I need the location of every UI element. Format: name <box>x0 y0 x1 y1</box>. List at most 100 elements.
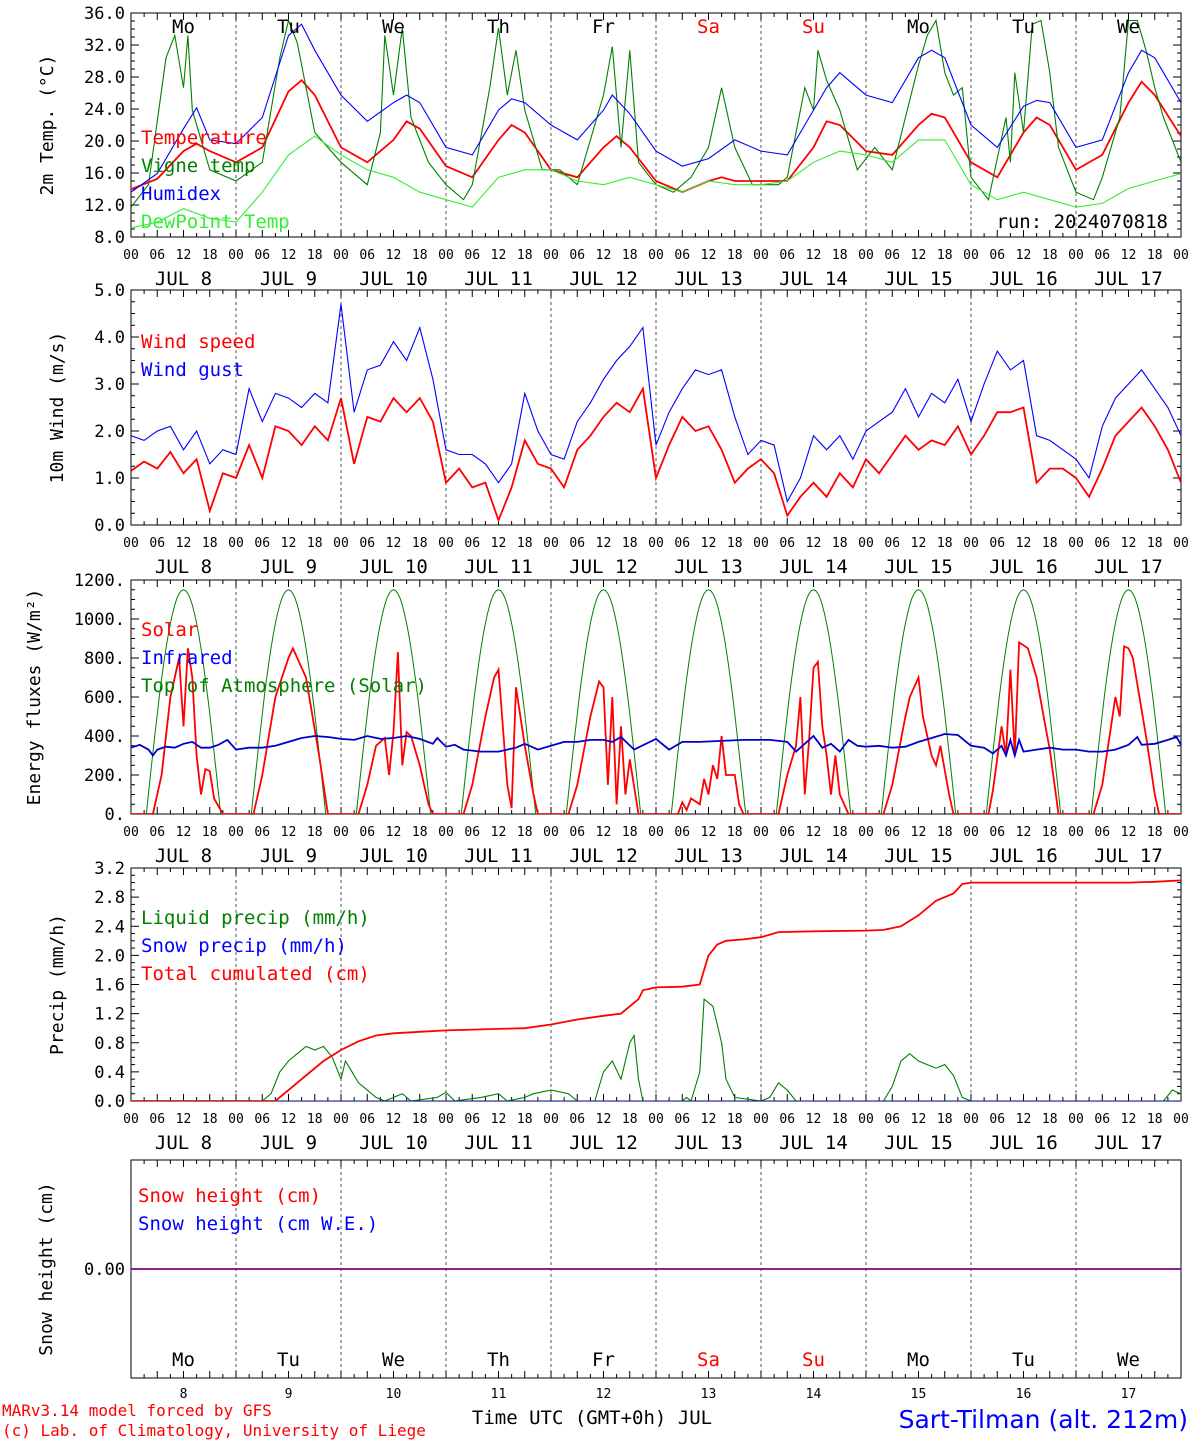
x-hour-label: 12 <box>386 825 402 840</box>
series-line-total-cumulated-cm <box>131 879 1181 1101</box>
y-tick-label: 1000. <box>74 610 125 630</box>
footer-day-number: 12 <box>596 1387 612 1402</box>
x-hour-label: 00 <box>1173 825 1189 840</box>
x-hour-label: 12 <box>1121 536 1137 551</box>
x-hour-label: 06 <box>569 825 585 840</box>
x-date-label: JUL 17 <box>1094 268 1163 290</box>
x-hour-label: 06 <box>359 825 375 840</box>
y-axis-label: 2m Temp. (°C) <box>37 55 58 196</box>
y-tick-label: 0.8 <box>94 1034 125 1054</box>
x-hour-label: 18 <box>202 825 218 840</box>
x-date-label: JUL 17 <box>1094 845 1163 867</box>
x-hour-label: 12 <box>596 248 612 263</box>
x-hour-label: 18 <box>412 248 428 263</box>
x-hour-label: 00 <box>438 536 454 551</box>
x-hour-label: 18 <box>1147 536 1163 551</box>
day-name-label: Mo <box>907 16 930 38</box>
x-hour-label: 00 <box>543 825 559 840</box>
x-hour-label: 00 <box>543 1112 559 1127</box>
x-hour-label: 06 <box>674 248 690 263</box>
x-hour-label: 06 <box>779 1112 795 1127</box>
y-tick-label: 1200. <box>74 571 125 591</box>
x-hour-label: 00 <box>858 1112 874 1127</box>
footer-day-number: 10 <box>386 1387 402 1402</box>
legend-entry: Temperature <box>141 127 267 149</box>
series-line-vigne-temp <box>131 18 1181 208</box>
footer-day-number: 9 <box>285 1387 293 1402</box>
x-hour-label: 06 <box>1094 825 1110 840</box>
x-hour-label: 00 <box>648 1112 664 1127</box>
day-name-label: We <box>1117 16 1140 38</box>
x-hour-label: 12 <box>1016 536 1032 551</box>
x-hour-label: 12 <box>491 248 507 263</box>
y-tick-label: 1.0 <box>94 469 125 489</box>
y-tick-label: 200. <box>84 766 125 786</box>
x-hour-label: 00 <box>123 1112 139 1127</box>
x-hour-label: 12 <box>596 536 612 551</box>
x-hour-label: 06 <box>779 825 795 840</box>
y-tick-label: 600. <box>84 688 125 708</box>
run-label: run: 2024070818 <box>996 211 1168 233</box>
day-name-label: Tu <box>1012 1349 1035 1371</box>
day-name-label: Tu <box>277 16 300 38</box>
x-hour-label: 18 <box>937 825 953 840</box>
x-date-label: JUL 10 <box>359 556 428 578</box>
station-label: Sart-Tilman (alt. 212m) <box>899 1405 1188 1434</box>
x-hour-label: 00 <box>753 1112 769 1127</box>
x-hour-label: 00 <box>438 1112 454 1127</box>
x-date-label: JUL 14 <box>779 1132 848 1154</box>
x-hour-label: 06 <box>569 1112 585 1127</box>
y-tick-label: 32.0 <box>84 36 125 56</box>
x-hour-label: 06 <box>464 825 480 840</box>
x-date-label: JUL 8 <box>155 556 212 578</box>
y-tick-label: 1.6 <box>94 976 125 996</box>
x-hour-label: 06 <box>149 825 165 840</box>
day-name-label: We <box>1117 1349 1140 1371</box>
footer-day-number: 13 <box>701 1387 717 1402</box>
x-date-label: JUL 8 <box>155 268 212 290</box>
x-date-label: JUL 9 <box>260 1132 317 1154</box>
x-hour-label: 12 <box>491 825 507 840</box>
y-tick-label: 24.0 <box>84 100 125 120</box>
x-hour-label: 00 <box>648 536 664 551</box>
x-hour-label: 00 <box>123 248 139 263</box>
x-date-label: JUL 12 <box>569 845 638 867</box>
model-credit: MARv3.14 model forced by GFS <box>2 1401 272 1420</box>
legend-entry: Top of Atmosphere (Solar) <box>141 675 427 697</box>
x-hour-label: 06 <box>359 248 375 263</box>
y-tick-label: 0. <box>105 805 125 825</box>
x-date-label: JUL 11 <box>464 268 533 290</box>
y-tick-label: 2.4 <box>94 917 125 937</box>
x-hour-label: 12 <box>806 536 822 551</box>
x-hour-label: 18 <box>832 825 848 840</box>
x-hour-label: 00 <box>1068 825 1084 840</box>
legend-entry: Snow precip (mm/h) <box>141 935 347 957</box>
x-hour-label: 06 <box>884 825 900 840</box>
x-date-label: JUL 8 <box>155 845 212 867</box>
x-hour-label: 00 <box>123 536 139 551</box>
x-hour-label: 18 <box>832 536 848 551</box>
x-hour-label: 12 <box>386 1112 402 1127</box>
y-tick-label: 16.0 <box>84 164 125 184</box>
day-name-label: Th <box>487 16 510 38</box>
x-hour-label: 12 <box>281 248 297 263</box>
x-date-label: JUL 13 <box>674 556 743 578</box>
x-hour-label: 18 <box>622 536 638 551</box>
x-date-label: JUL 15 <box>884 845 953 867</box>
legend-entry: Snow height (cm) <box>138 1185 321 1207</box>
x-hour-label: 06 <box>464 248 480 263</box>
y-tick-label: 1.2 <box>94 1005 125 1025</box>
x-hour-label: 18 <box>202 1112 218 1127</box>
y-tick-label: 36.0 <box>84 4 125 24</box>
x-hour-label: 06 <box>989 1112 1005 1127</box>
x-hour-label: 12 <box>911 825 927 840</box>
legend-entry: Wind speed <box>141 331 255 353</box>
y-tick-label: 28.0 <box>84 68 125 88</box>
x-hour-label: 06 <box>254 536 270 551</box>
day-name-label: Su <box>802 16 825 38</box>
x-hour-label: 18 <box>412 536 428 551</box>
x-date-label: JUL 12 <box>569 268 638 290</box>
x-hour-label: 00 <box>228 248 244 263</box>
x-date-label: JUL 11 <box>464 556 533 578</box>
x-hour-label: 00 <box>543 536 559 551</box>
